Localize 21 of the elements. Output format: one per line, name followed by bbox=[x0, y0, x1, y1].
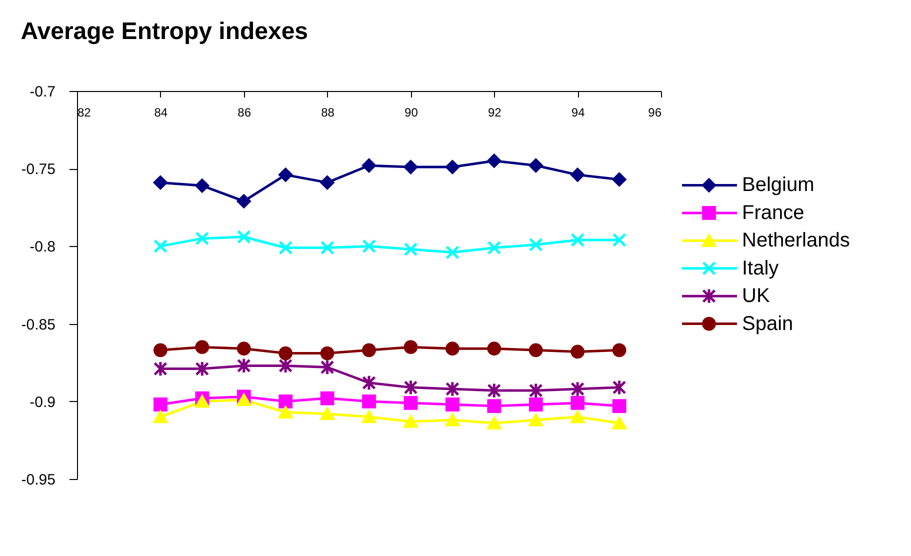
y-tick-label: -0.7 bbox=[30, 84, 56, 100]
x-tick-label: 86 bbox=[238, 106, 252, 120]
x-tick-label: 90 bbox=[404, 106, 418, 120]
legend-label: Belgium bbox=[742, 174, 814, 196]
legend-label: Netherlands bbox=[742, 230, 850, 252]
y-tick-label: -0.9 bbox=[30, 394, 56, 411]
legend-label: Italy bbox=[742, 257, 779, 280]
legend-label: France bbox=[742, 202, 804, 224]
x-tick-label: 82 bbox=[78, 106, 92, 120]
legend-label: Spain bbox=[742, 312, 794, 335]
chart-title: Average Entropy indexes bbox=[20, 18, 308, 45]
x-tick-label: 96 bbox=[648, 106, 662, 120]
y-tick-label: -0.85 bbox=[21, 316, 56, 334]
x-tick-label: 94 bbox=[571, 106, 586, 120]
x-tick-label: 88 bbox=[321, 106, 335, 120]
x-tick-label: 92 bbox=[488, 106, 502, 120]
x-tick-label: 84 bbox=[154, 106, 168, 120]
y-tick-label: -0.75 bbox=[21, 161, 56, 178]
y-tick-label: -0.95 bbox=[21, 472, 56, 488]
y-tick-label: -0.8 bbox=[30, 238, 56, 256]
legend-label: UK bbox=[742, 285, 770, 308]
